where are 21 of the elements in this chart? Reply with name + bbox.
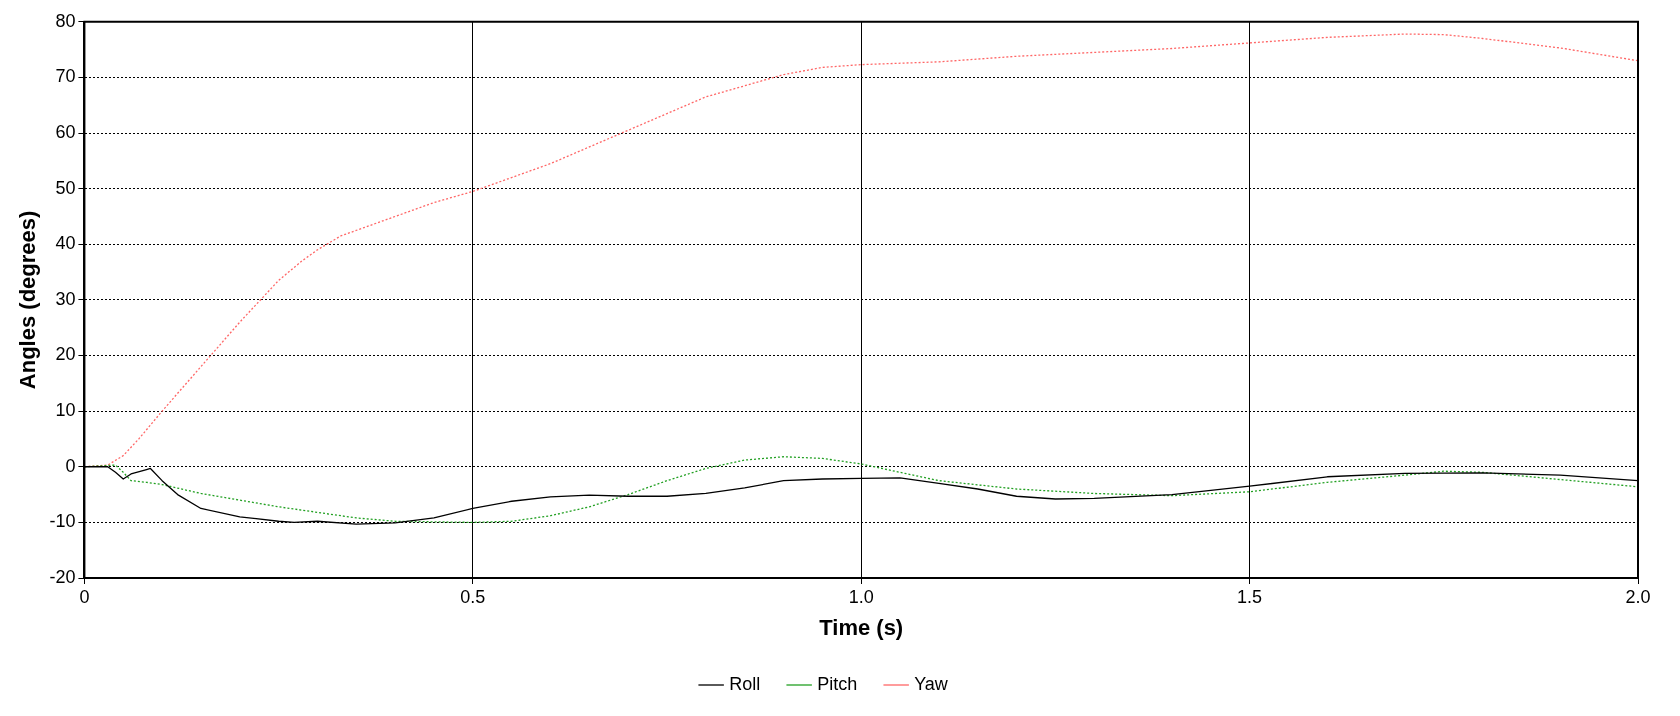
y-tick-label: 20	[55, 344, 76, 365]
x-tick-label: 1.5	[1237, 586, 1263, 607]
y-tick-label: 50	[55, 177, 76, 198]
x-tick-label: 0	[79, 586, 90, 607]
y-tick-label: 60	[55, 122, 76, 143]
y-tick-label: 80	[55, 10, 76, 31]
y-tick-label: -20	[49, 566, 76, 587]
x-tick-label: 0.5	[460, 586, 486, 607]
y-tick-label: 0	[65, 455, 76, 476]
x-tick-label: 1.0	[848, 586, 874, 607]
y-tick-label: 10	[55, 400, 76, 421]
y-tick-label: -10	[49, 511, 76, 532]
y-tick-label: 70	[55, 66, 76, 87]
x-tick-label: 2.0	[1625, 586, 1651, 607]
y-tick-label: 40	[55, 233, 76, 254]
x-axis-title: Time (s)	[819, 614, 904, 640]
y-axis-title: Angles (degrees)	[15, 210, 41, 390]
y-tick-label: 30	[55, 288, 76, 309]
legend-label: Pitch	[817, 673, 858, 694]
legend-label: Roll	[729, 673, 761, 694]
legend-label: Yaw	[914, 673, 949, 694]
